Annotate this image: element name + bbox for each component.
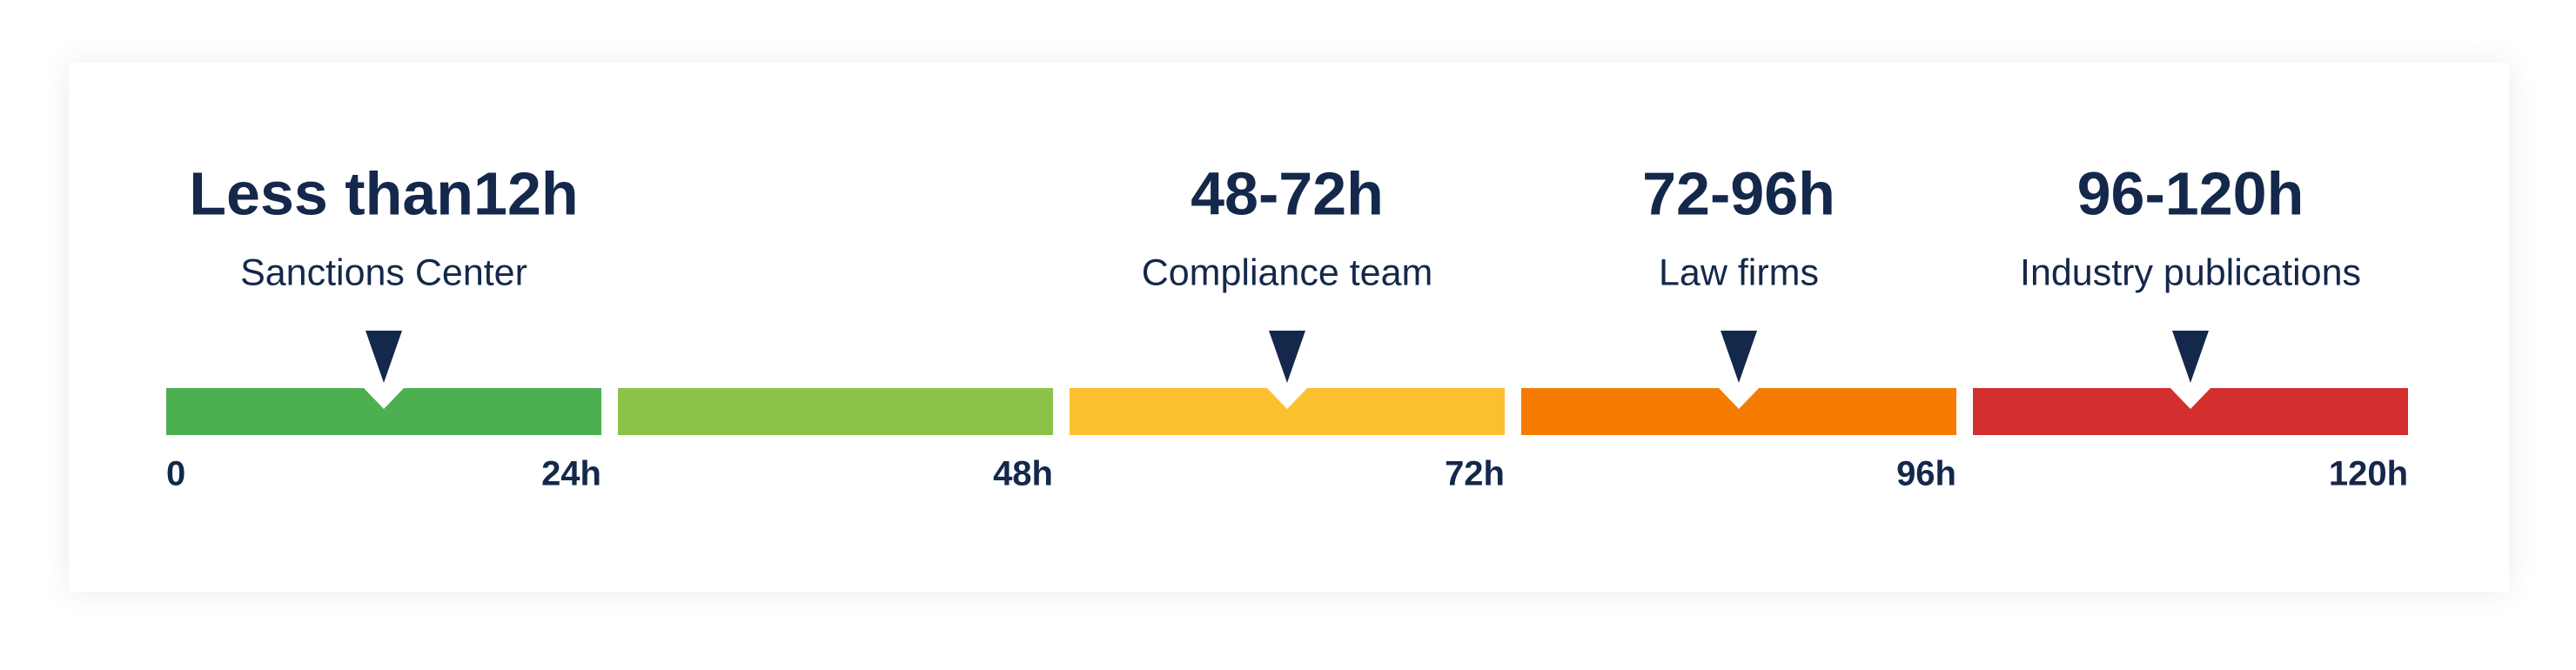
- scale-end-label: 72h: [1445, 455, 1505, 493]
- scale-segment: [618, 388, 1053, 435]
- marker-title: 72-96h: [1642, 159, 1835, 227]
- scale-end-label: 24h: [541, 455, 601, 493]
- scale-start-label: 0: [166, 455, 185, 493]
- card: [69, 63, 2509, 592]
- marker-notch: [1266, 387, 1308, 409]
- marker-label: Compliance team: [1142, 251, 1433, 293]
- marker-arrow: [366, 331, 402, 383]
- scale-end-label: 96h: [1896, 455, 1956, 493]
- marker-arrow: [1721, 331, 1757, 383]
- marker-arrow: [2172, 331, 2209, 383]
- marker-arrow: [1269, 331, 1305, 383]
- marker-label: Law firms: [1659, 251, 1819, 293]
- marker-notch: [1718, 387, 1760, 409]
- scale-end-label: 120h: [2329, 455, 2408, 493]
- scale-end-label: 48h: [993, 455, 1053, 493]
- marker-title: 96-120h: [2077, 159, 2304, 227]
- marker-notch: [2170, 387, 2211, 409]
- marker-notch: [363, 387, 405, 409]
- scale: 0 24h Less than12h Sanctions Center 48h 72h 48…: [166, 159, 2408, 493]
- marker-label: Sanctions Center: [240, 251, 527, 293]
- marker-title: 48-72h: [1191, 159, 1384, 227]
- marker-label: Industry publications: [2020, 251, 2361, 293]
- marker-title: Less than12h: [189, 159, 578, 227]
